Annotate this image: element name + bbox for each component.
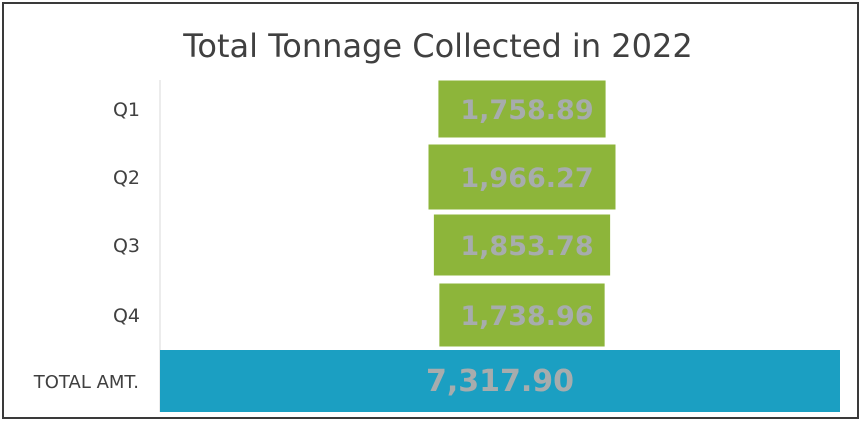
category-label-q2: Q2 (113, 167, 140, 189)
bar-q2 (427, 143, 617, 211)
bars-layer: 1,758.89 Q1 1,966.27 Q2 1,853.78 Q3 1,738.96 Q4… (33, 79, 840, 412)
bar-value-label-q1: 1,758.89 (460, 95, 593, 126)
bar-value-label-q4: 1,738.96 (460, 301, 593, 332)
bar-value-label-q3: 1,853.78 (460, 231, 593, 262)
bar-value-label-q2: 1,966.27 (460, 163, 593, 194)
bar-q3 (432, 213, 612, 277)
chart-title: Total Tonnage Collected in 2022 (182, 27, 692, 65)
category-label-q1: Q1 (113, 99, 140, 121)
bar-q4 (438, 282, 606, 348)
bar-q1 (437, 79, 607, 139)
category-label-q3: Q3 (113, 235, 140, 257)
bar-value-label-total-amt: 7,317.90 (426, 364, 574, 399)
bar-total-amt (160, 350, 840, 412)
category-label-total-amt: TOTAL AMT. (33, 372, 139, 393)
category-label-q4: Q4 (113, 305, 140, 327)
